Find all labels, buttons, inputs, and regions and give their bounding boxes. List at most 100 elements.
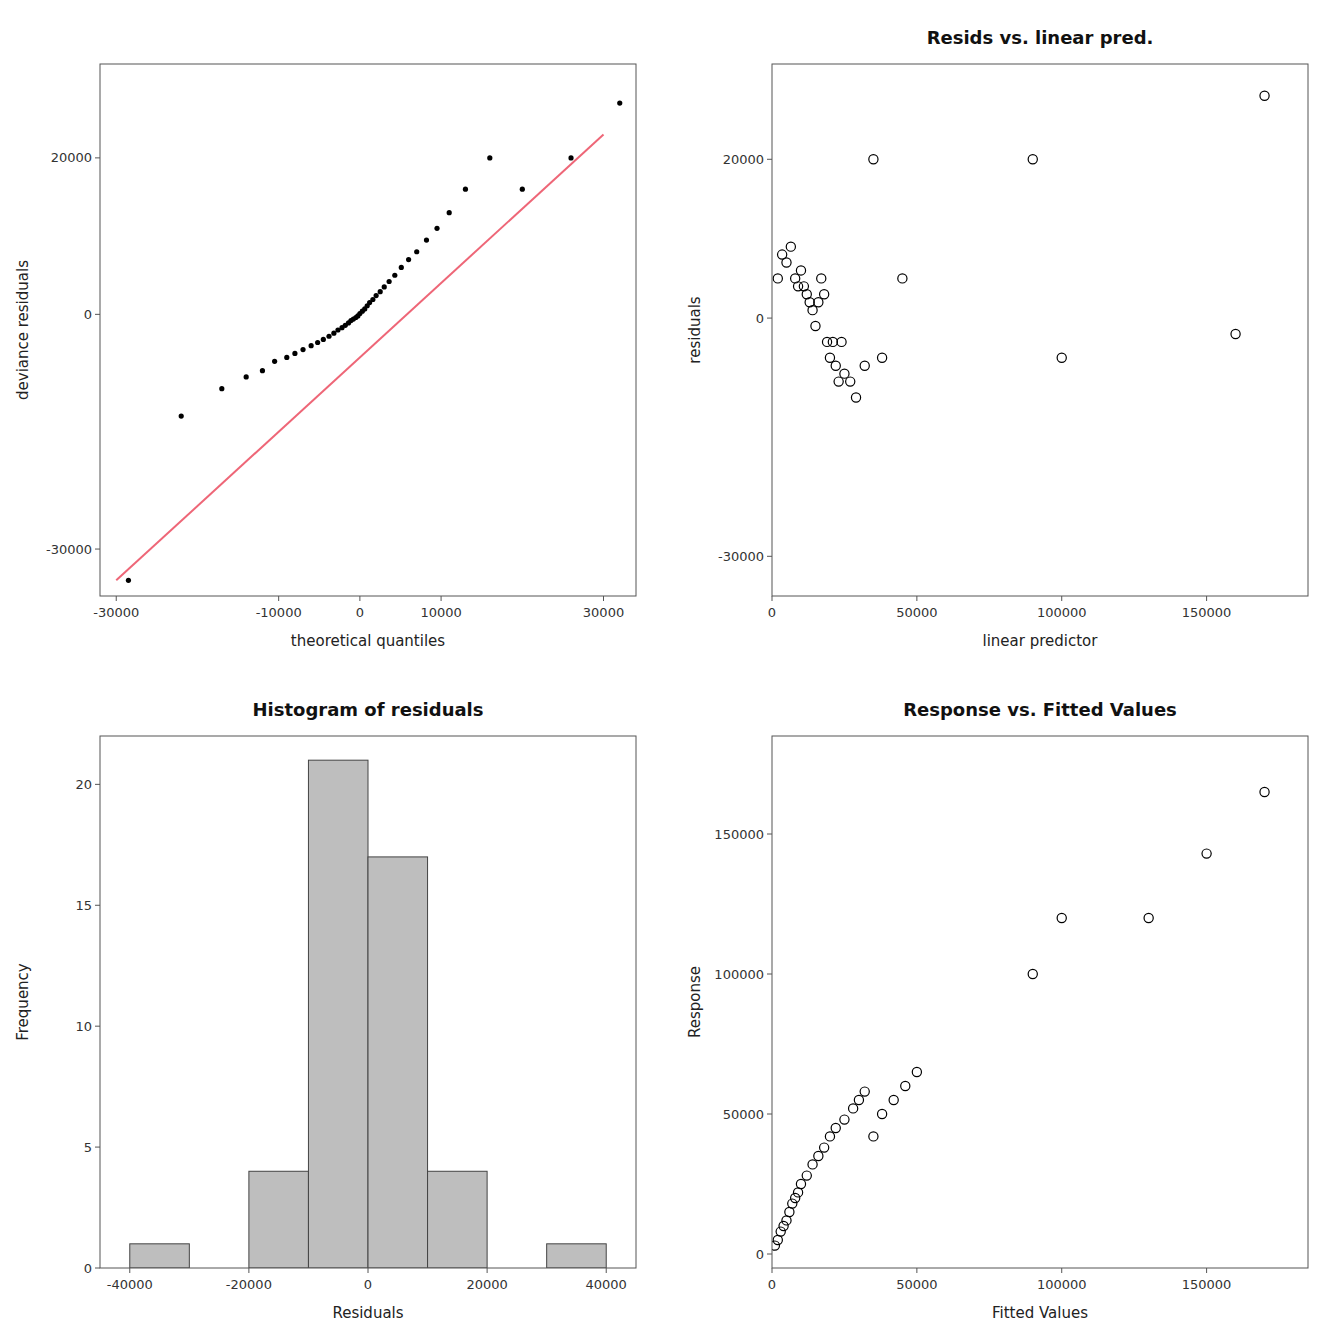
data — [772, 787, 1269, 1250]
point — [321, 337, 326, 342]
panel: -30000-1000001000030000-30000020000theor… — [14, 64, 636, 650]
point — [219, 386, 224, 391]
point — [825, 353, 834, 362]
point — [828, 337, 837, 346]
point — [1260, 91, 1269, 100]
panel: 050000100000150000-30000020000linear pre… — [686, 27, 1308, 650]
point — [126, 578, 131, 583]
point — [406, 257, 411, 262]
point — [820, 1143, 829, 1152]
x-axis-label: theoretical quantiles — [291, 632, 445, 650]
x-tick — [916, 596, 917, 601]
y-tick — [95, 1147, 100, 1148]
point — [776, 1227, 785, 1236]
x-tick — [606, 1268, 607, 1273]
point — [849, 1104, 858, 1113]
point — [817, 274, 826, 283]
y-tick — [95, 784, 100, 785]
point — [814, 298, 823, 307]
y-tick — [767, 318, 772, 319]
y-tick-label: 0 — [84, 307, 92, 322]
plot-background — [772, 736, 1308, 1268]
histogram-bar — [130, 1244, 190, 1268]
x-tick-label: 150000 — [1182, 1277, 1232, 1292]
point — [788, 1199, 797, 1208]
y-tick — [767, 1254, 772, 1255]
point — [831, 361, 840, 370]
point — [860, 1087, 869, 1096]
point — [292, 351, 297, 356]
y-tick — [95, 157, 100, 158]
plot-background — [100, 736, 636, 1268]
y-tick — [767, 159, 772, 160]
point — [860, 361, 869, 370]
point — [1202, 849, 1211, 858]
point — [786, 242, 795, 251]
histogram-bar — [368, 857, 428, 1268]
point — [617, 101, 622, 106]
x-tick — [487, 1268, 488, 1273]
x-tick — [129, 1268, 130, 1273]
point — [846, 377, 855, 386]
plot-background — [772, 64, 1308, 596]
point — [1028, 155, 1037, 164]
panel: 050000100000150000050000100000150000Fitt… — [686, 699, 1308, 1322]
point — [382, 284, 387, 289]
x-tick — [359, 596, 360, 601]
x-tick-label: 0 — [356, 605, 364, 620]
point — [791, 1193, 800, 1202]
point — [808, 1160, 817, 1169]
y-axis-label: residuals — [686, 296, 704, 363]
x-tick-label: 0 — [768, 605, 776, 620]
histogram-bar — [547, 1244, 607, 1268]
point — [773, 274, 782, 283]
y-tick — [95, 905, 100, 906]
point — [568, 155, 573, 160]
point — [392, 273, 397, 278]
plot-background — [100, 64, 636, 596]
point — [869, 1132, 878, 1141]
x-tick-label: 10000 — [420, 605, 461, 620]
point — [1057, 353, 1066, 362]
point — [300, 347, 305, 352]
x-tick — [603, 596, 604, 601]
y-tick — [95, 1268, 100, 1269]
point — [837, 337, 846, 346]
axes: -30000-1000001000030000-30000020000 — [46, 150, 624, 620]
point — [796, 266, 805, 275]
x-tick-label: 0 — [768, 1277, 776, 1292]
x-tick — [1206, 596, 1207, 601]
point — [840, 369, 849, 378]
chart-title: Response vs. Fitted Values — [903, 699, 1177, 720]
x-tick-label: 40000 — [586, 1277, 627, 1292]
y-tick-label: 0 — [756, 1247, 764, 1262]
histogram-bar — [428, 1171, 488, 1268]
x-tick — [441, 596, 442, 601]
point — [1144, 913, 1153, 922]
point — [814, 1151, 823, 1160]
point — [869, 155, 878, 164]
x-tick — [368, 1268, 369, 1273]
y-tick — [767, 974, 772, 975]
histogram-bar — [249, 1171, 309, 1268]
histogram-bar — [308, 760, 368, 1268]
y-tick-label: 5 — [84, 1140, 92, 1155]
reference-line — [116, 134, 603, 580]
point — [854, 1095, 863, 1104]
x-axis-label: Residuals — [332, 1304, 403, 1322]
y-tick-label: 20000 — [723, 152, 764, 167]
point — [520, 187, 525, 192]
axes: 050000100000150000050000100000150000 — [714, 827, 1231, 1293]
point — [840, 1115, 849, 1124]
x-tick-label: 50000 — [896, 1277, 937, 1292]
point — [1260, 787, 1269, 796]
x-tick — [772, 1268, 773, 1273]
point — [877, 353, 886, 362]
point — [326, 334, 331, 339]
point — [779, 1221, 788, 1230]
x-axis-label: linear predictor — [983, 632, 1099, 650]
point — [825, 1132, 834, 1141]
y-tick-label: 15 — [75, 898, 92, 913]
chart-title: Histogram of residuals — [252, 699, 483, 720]
point — [796, 1179, 805, 1188]
